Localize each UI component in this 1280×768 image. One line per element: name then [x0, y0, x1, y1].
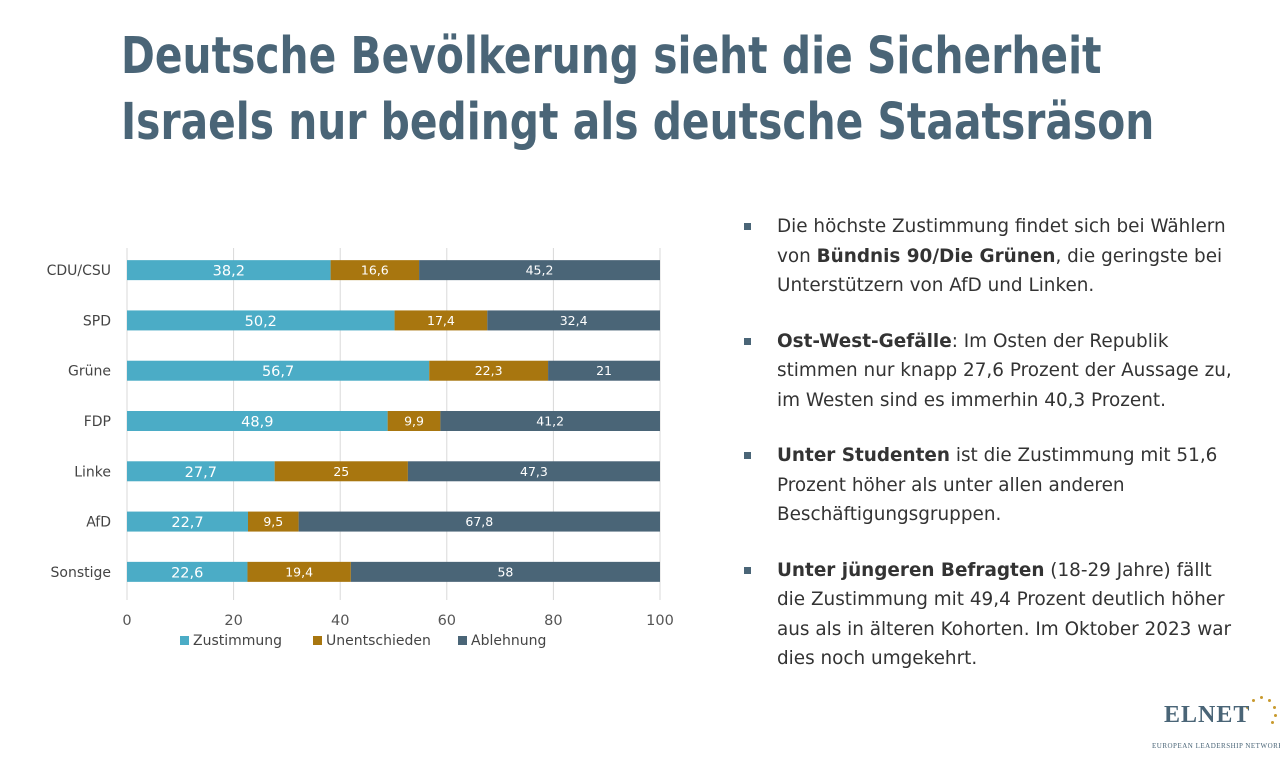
logo-stars-icon: [1244, 696, 1278, 726]
bullet-square-icon: [744, 337, 751, 345]
data-label: 38,2: [213, 264, 245, 280]
bullet-text-bold: Ost-West-Gefälle: [777, 330, 952, 352]
data-label: 56,7: [262, 364, 294, 380]
bar-zustimmung: [127, 360, 430, 381]
bar-unentschieden: [387, 411, 441, 431]
slide-title-line-2: Israels nur bedingt als deutsche Staatsr…: [121, 93, 1155, 152]
category-label: Linke: [74, 464, 111, 480]
logo-name: ELNET: [1164, 702, 1251, 728]
legend-swatch: [180, 636, 189, 645]
bar-zustimmung: [127, 511, 248, 532]
bullet-item: Die höchste Zustimmung findet sich bei W…: [740, 212, 1240, 301]
bar-ablehnung: [419, 260, 660, 281]
category-label: Sonstige: [51, 565, 112, 581]
category-label: AfD: [86, 515, 111, 531]
bar-ablehnung: [440, 411, 660, 431]
bullet-item: Ost-West-Gefälle: Im Osten der Republik …: [740, 327, 1240, 416]
data-label: 19,4: [285, 564, 313, 579]
bullet-text-bold: Unter Studenten: [777, 445, 950, 466]
data-label: 67,8: [465, 514, 493, 529]
data-label: 21: [596, 363, 612, 378]
stacked-bar-chart: 0 20 40 60 80 100 CDU/CSU 38,2 16,6 45,2 SPD 50,2 17…: [47, 248, 674, 649]
data-label: 22,6: [171, 565, 203, 581]
bar-unentschieden: [330, 260, 420, 281]
x-tick-label: 20: [224, 613, 242, 629]
slide-title: Deutsche Bevölkerung sieht die Sicherhei…: [121, 24, 1155, 156]
category-label: Grüne: [68, 364, 111, 380]
legend-label: Unentschieden: [326, 633, 431, 649]
data-label: 9,5: [263, 514, 283, 529]
bar-unentschieden: [274, 461, 408, 482]
bullet-text-bold: Unter jüngeren Befragten: [777, 559, 1045, 581]
data-label: 27,7: [185, 465, 217, 481]
data-label: 47,3: [520, 464, 548, 479]
bullet-list: Die höchste Zustimmung findet sich bei W…: [740, 212, 1240, 700]
slide-title-line-1: Deutsche Bevölkerung sieht die Sicherhei…: [121, 27, 1102, 86]
legend-label: Zustimmung: [193, 633, 282, 649]
legend-swatch: [458, 636, 467, 645]
bullet-item: Unter jüngeren Befragten (18-29 Jahre) f…: [740, 556, 1240, 674]
data-label: 22,7: [171, 515, 203, 531]
bar-ablehnung: [548, 360, 660, 381]
bullet-text-bold: Bündnis 90/Die Grünen: [816, 245, 1056, 267]
bullet-text-pre: Die höchste Zustimmung findet sich bei W…: [777, 216, 1226, 267]
legend-label: Ablehnung: [471, 633, 546, 649]
bar-ablehnung: [298, 511, 660, 532]
category-label: FDP: [84, 414, 111, 430]
x-tick-label: 40: [331, 613, 349, 629]
data-label: 16,6: [361, 263, 389, 278]
x-tick-label: 60: [438, 613, 456, 629]
x-tick-label: 0: [122, 613, 131, 629]
data-label: 41,2: [536, 414, 564, 429]
bar-ablehnung: [350, 561, 660, 582]
bar-ablehnung: [487, 310, 660, 331]
bullet-square-icon: [744, 452, 751, 459]
x-tick-label: 80: [544, 613, 562, 629]
bullet-text-post: ist die Zustimmung mit 51,6 Prozent höhe…: [777, 445, 1218, 525]
category-label: CDU/CSU: [47, 263, 111, 279]
bar-zustimmung: [127, 260, 331, 281]
bar-zustimmung: [127, 561, 248, 582]
elnet-logo: ELNET EUROPEAN LEADERSHIP NETWORK: [1152, 696, 1280, 756]
data-label: 50,2: [245, 314, 277, 330]
data-label: 22,3: [475, 363, 503, 378]
legend-swatch: [313, 636, 322, 645]
data-label: 45,2: [526, 263, 554, 278]
category-label: SPD: [83, 313, 111, 329]
bullet-square-icon: [744, 223, 751, 230]
bullet-square-icon: [744, 566, 751, 574]
data-label: 25: [333, 464, 349, 479]
bar-zustimmung: [127, 310, 395, 331]
data-label: 9,9: [404, 414, 424, 429]
data-label: 32,4: [560, 313, 588, 328]
bar-unentschieden: [429, 360, 549, 381]
x-tick-label: 100: [646, 613, 674, 629]
bullet-text-post: (18-29 Jahre) fällt die Zustimmung mit 4…: [777, 559, 1232, 670]
bar-unentschieden: [247, 561, 351, 582]
bar-ablehnung: [407, 461, 660, 482]
bullet-text-post: : Im Osten der Republik stimmen nur knap…: [777, 330, 1232, 411]
bar-unentschieden: [394, 310, 488, 331]
bullet-item: Unter Studenten ist die Zustimmung mit 5…: [740, 441, 1240, 530]
bar-zustimmung: [127, 461, 275, 482]
bar-unentschieden: [247, 511, 299, 532]
data-label: 17,4: [427, 313, 455, 328]
data-label: 48,9: [241, 415, 273, 431]
logo-tagline: EUROPEAN LEADERSHIP NETWORK: [1152, 742, 1280, 750]
bullet-text-post: , die geringste bei Unterstützern von Af…: [777, 245, 1223, 297]
data-label: 58: [497, 564, 513, 579]
bar-zustimmung: [127, 411, 388, 431]
